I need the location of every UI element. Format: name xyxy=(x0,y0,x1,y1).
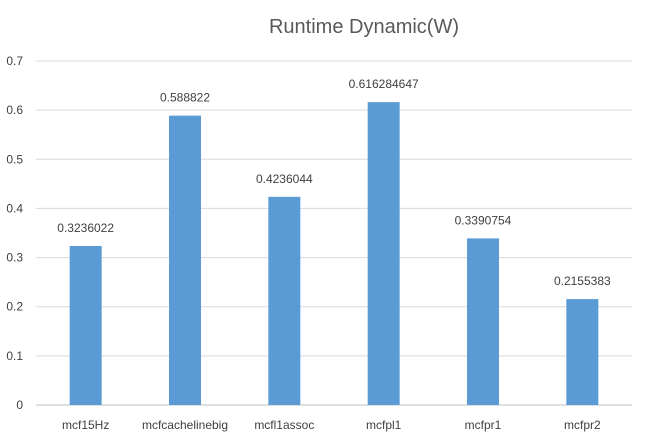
x-tick-label: mcfpl1 xyxy=(366,418,402,432)
x-tick-label: mcfcachelinebig xyxy=(142,418,228,432)
x-tick-label: mcfpr1 xyxy=(465,418,502,432)
x-tick-label: mcf15Hz xyxy=(62,418,109,432)
data-label: 0.3236022 xyxy=(57,221,114,235)
data-label: 0.3390754 xyxy=(455,213,512,227)
bar xyxy=(69,245,102,405)
y-tick-label: 0.6 xyxy=(6,103,23,117)
data-label: 0.4236044 xyxy=(256,172,313,186)
gridlines xyxy=(36,60,632,406)
bars xyxy=(69,102,599,406)
y-tick-label: 0.4 xyxy=(6,201,23,215)
x-tick-label: mcfpr2 xyxy=(564,418,601,432)
y-tick-label: 0.5 xyxy=(6,152,23,166)
bar xyxy=(169,115,201,405)
data-label: 0.616284647 xyxy=(349,77,419,91)
data-label: 0.588822 xyxy=(160,91,210,105)
bar xyxy=(268,196,301,405)
y-axis-ticks: 0 0.1 0.2 0.3 0.4 0.5 0.6 0.7 xyxy=(6,54,23,412)
bar xyxy=(467,238,499,405)
y-tick-label: 0.2 xyxy=(6,300,23,314)
chart-title: Runtime Dynamic(W) xyxy=(269,16,459,38)
data-label: 0.2155383 xyxy=(554,274,611,288)
x-axis-ticks: mcf15Hz mcfcachelinebig mcfl1assoc mcfpl1 mc… xyxy=(62,418,601,432)
data-labels: 0.3236022 0.588822 0.4236044 0.616284647 0.3… xyxy=(57,77,611,288)
y-tick-label: 0.1 xyxy=(6,349,23,363)
bar xyxy=(566,299,599,405)
x-tick-label: mcfl1assoc xyxy=(254,418,314,432)
y-tick-label: 0.3 xyxy=(6,251,23,265)
bar xyxy=(367,102,400,406)
y-tick-label: 0 xyxy=(16,398,23,412)
y-tick-label: 0.7 xyxy=(6,54,23,68)
